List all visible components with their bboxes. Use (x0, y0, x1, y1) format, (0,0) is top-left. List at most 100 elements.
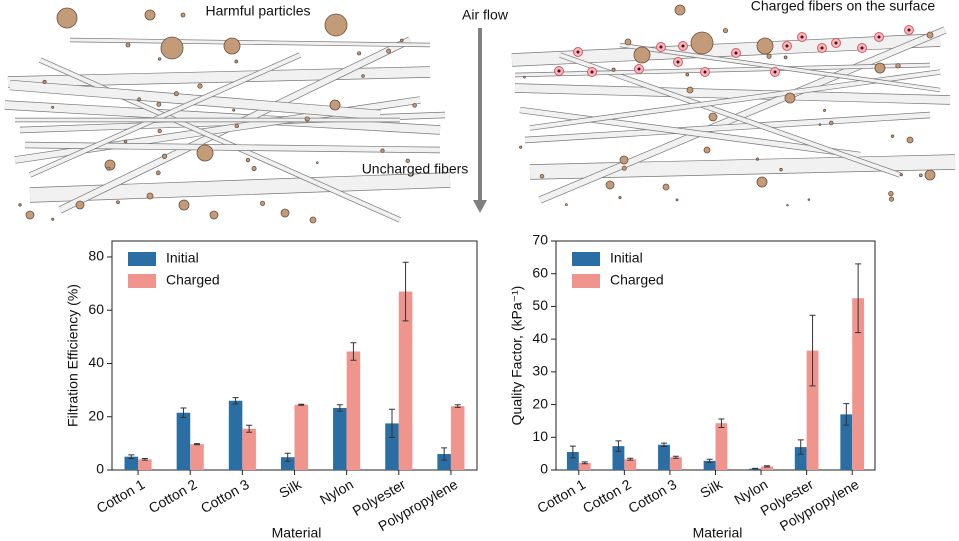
error-bar (797, 439, 804, 455)
x-tick-label: Cotton 2 (146, 476, 200, 516)
x-tick-label: Cotton 1 (534, 476, 588, 516)
particle (807, 198, 811, 201)
legend-label: Initial (610, 250, 643, 266)
error-bar (350, 342, 357, 361)
charge-dot (773, 70, 777, 74)
particle (173, 91, 179, 97)
particle (245, 157, 251, 163)
particle (197, 83, 203, 89)
particle (756, 37, 774, 55)
particle (926, 31, 934, 39)
particle (703, 146, 711, 154)
particle (685, 72, 690, 77)
particle (890, 134, 895, 138)
bar (669, 457, 682, 470)
particle (611, 67, 616, 72)
legend-label: Charged (610, 272, 664, 288)
y-axis-label: Quality Factor, (kPa⁻¹) (509, 286, 525, 426)
bar (578, 462, 591, 470)
legend-swatch (572, 252, 600, 266)
charge-dot (820, 46, 824, 50)
bar (794, 447, 807, 470)
fiber (69, 38, 431, 47)
error-bar (298, 403, 305, 406)
fiber (529, 155, 956, 179)
particle (161, 153, 168, 159)
particle (899, 173, 903, 177)
x-axis-label: Material (693, 525, 743, 541)
y-tick-label: 30 (532, 363, 548, 379)
error-bar (672, 455, 679, 459)
charge-dot (703, 70, 707, 74)
charge-dot (800, 35, 804, 39)
error-bar (232, 397, 239, 405)
particle (918, 173, 923, 178)
charge-dot (907, 28, 911, 32)
particle (42, 79, 47, 85)
charge-dot (785, 44, 789, 48)
error-bar (615, 440, 622, 452)
particle (309, 216, 317, 224)
bar (242, 428, 256, 470)
particle (690, 31, 714, 55)
fiber (514, 84, 951, 104)
bar (346, 351, 361, 470)
error-bar (855, 263, 862, 334)
bar (190, 444, 204, 470)
particle (523, 75, 526, 79)
bar (806, 350, 819, 470)
particle (156, 101, 162, 107)
y-tick-label: 10 (532, 428, 548, 444)
error-bar (809, 314, 816, 387)
bar (280, 457, 295, 470)
bar (124, 456, 139, 470)
particle (888, 190, 894, 197)
particle (361, 74, 365, 78)
y-tick-label: 80 (88, 248, 104, 264)
particle (329, 99, 341, 111)
y-tick-label: 40 (88, 354, 104, 370)
particle (180, 12, 186, 18)
particle (196, 144, 214, 162)
particle (146, 192, 154, 200)
bar (715, 423, 728, 470)
bar (176, 412, 191, 470)
particle (51, 217, 55, 221)
particle (155, 170, 161, 176)
x-axis-label: Material (272, 525, 322, 541)
charge-dot (576, 50, 580, 54)
error-bar (141, 458, 148, 461)
charge-dot (734, 51, 738, 55)
error-bar (706, 458, 713, 463)
particle (251, 166, 257, 172)
fiber (39, 58, 401, 222)
particle (924, 169, 936, 181)
y-tick-label: 40 (532, 330, 548, 346)
particle (874, 62, 886, 74)
fiber (524, 112, 931, 143)
particle (818, 123, 822, 126)
error-bar (752, 467, 759, 470)
x-tick-label: Cotton 3 (198, 476, 252, 516)
x-tick-label: Cotton 3 (625, 476, 679, 516)
error-bar (661, 442, 668, 447)
x-tick-label: Nylon (317, 476, 356, 508)
particle (400, 38, 404, 43)
y-tick-label: 70 (532, 232, 548, 248)
legend-label: Initial (166, 250, 199, 266)
particle (888, 196, 895, 202)
particle (51, 105, 55, 109)
particle (234, 123, 240, 129)
bar (228, 400, 243, 470)
particle (621, 165, 627, 171)
particle (178, 199, 190, 211)
illustration-label: Uncharged fibers (362, 161, 469, 177)
particle (779, 167, 783, 172)
y-axis-label: Filtration Efficiency (%) (65, 284, 81, 427)
particle (304, 116, 310, 122)
charge-dot (676, 60, 680, 64)
particle (412, 103, 417, 108)
particle (324, 13, 348, 37)
particle (722, 27, 729, 34)
